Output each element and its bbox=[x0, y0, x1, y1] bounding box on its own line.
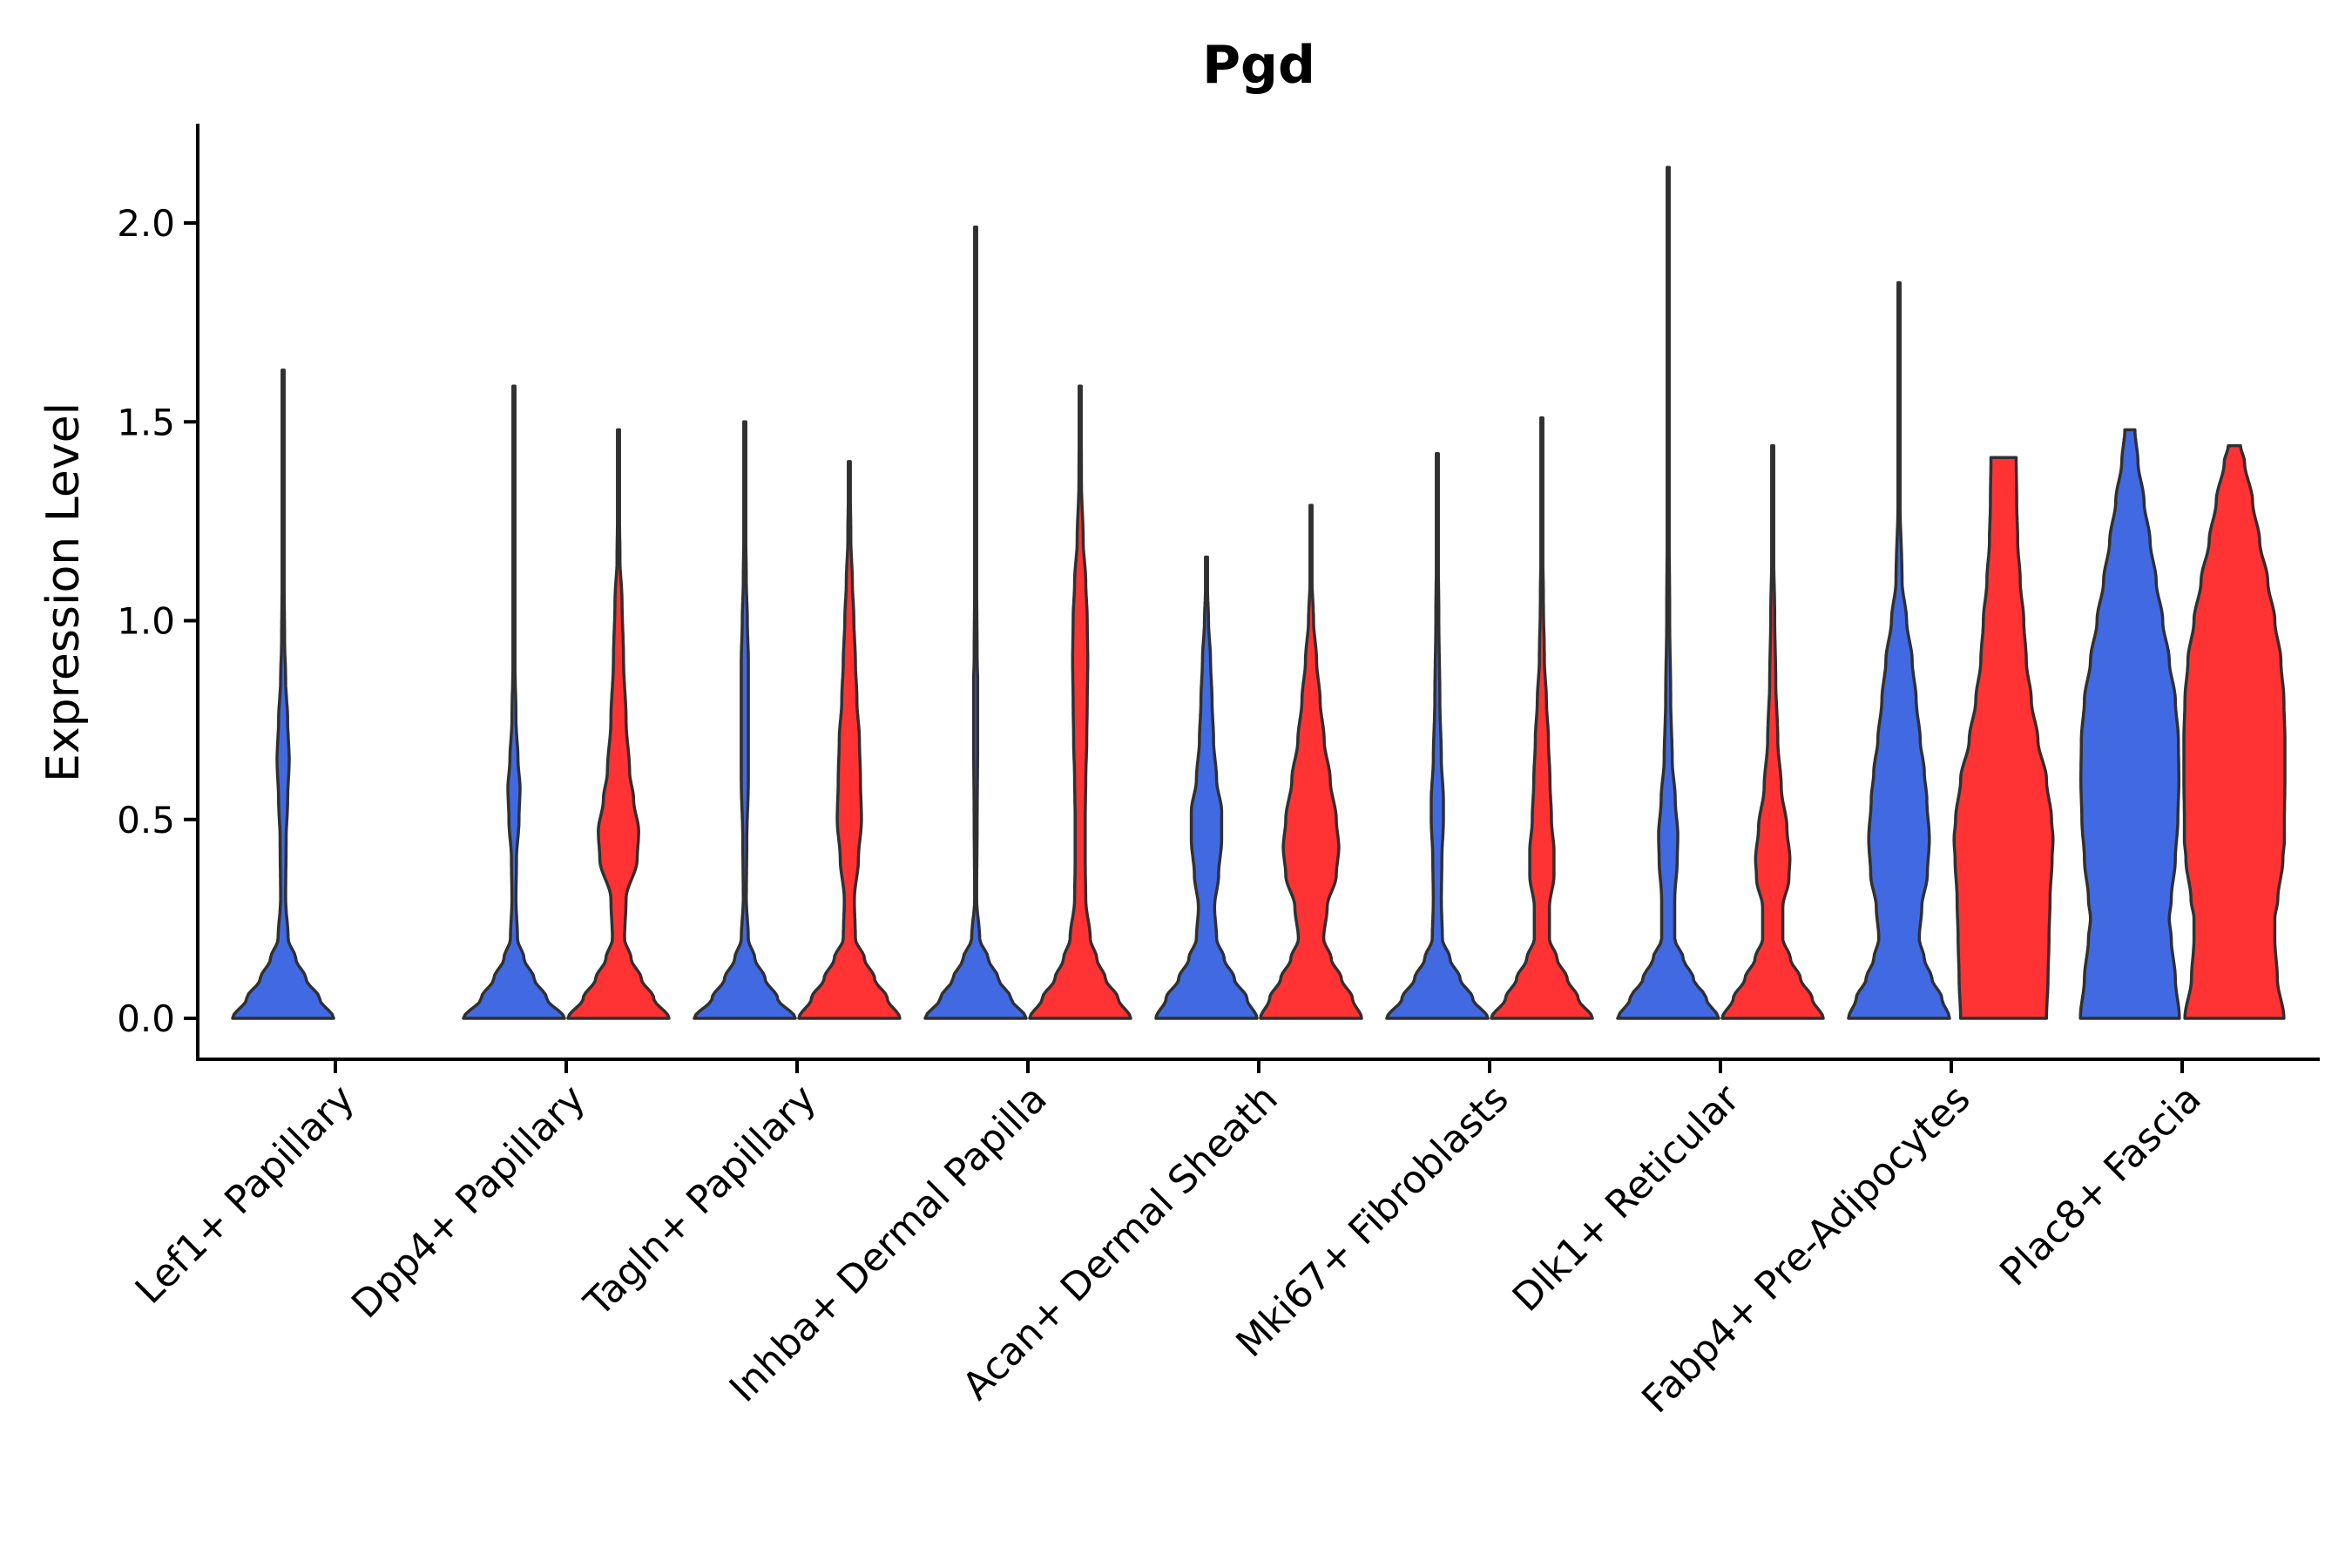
violin-blue bbox=[462, 384, 566, 1020]
violin-red bbox=[566, 428, 671, 1020]
violin-blue bbox=[2078, 428, 2181, 1020]
violin-red bbox=[1259, 504, 1363, 1020]
violin-blue bbox=[923, 225, 1028, 1020]
chart-title: Pgd bbox=[1202, 35, 1315, 96]
y-tick-label: 0.0 bbox=[117, 997, 175, 1040]
violin-blue bbox=[1154, 555, 1259, 1020]
y-axis-label: Expression Level bbox=[37, 402, 90, 782]
violin-red bbox=[1490, 416, 1594, 1020]
x-tick-label: Dpp4+ Papillary bbox=[343, 1077, 594, 1328]
violin-red bbox=[1952, 456, 2055, 1020]
x-tick-label: Lef1+ Papillary bbox=[127, 1077, 363, 1313]
violin-blue bbox=[1847, 280, 1951, 1020]
y-tick-label: 1.5 bbox=[117, 401, 175, 443]
x-tick-label: Tagln+ Papillary bbox=[576, 1077, 825, 1326]
violin-group bbox=[231, 166, 2287, 1020]
violin-blue bbox=[1616, 166, 1720, 1020]
y-axis-ticks: 0.0 0.5 1.0 1.5 2.0 bbox=[117, 202, 198, 1040]
violin-red bbox=[1028, 384, 1132, 1020]
violin-red bbox=[1720, 443, 1825, 1020]
y-tick-label: 2.0 bbox=[117, 202, 175, 245]
y-tick-label: 0.5 bbox=[117, 799, 175, 841]
violin-blue bbox=[693, 420, 797, 1020]
violin-blue bbox=[231, 368, 335, 1020]
x-tick-label: Dlk1+ Reticular bbox=[1504, 1076, 1749, 1321]
violin-red bbox=[2182, 443, 2287, 1020]
y-tick-label: 1.0 bbox=[117, 600, 175, 643]
violin-red bbox=[797, 460, 902, 1020]
violin-blue bbox=[1385, 452, 1490, 1020]
x-tick-label: Plac8+ Fascia bbox=[1991, 1077, 2210, 1295]
